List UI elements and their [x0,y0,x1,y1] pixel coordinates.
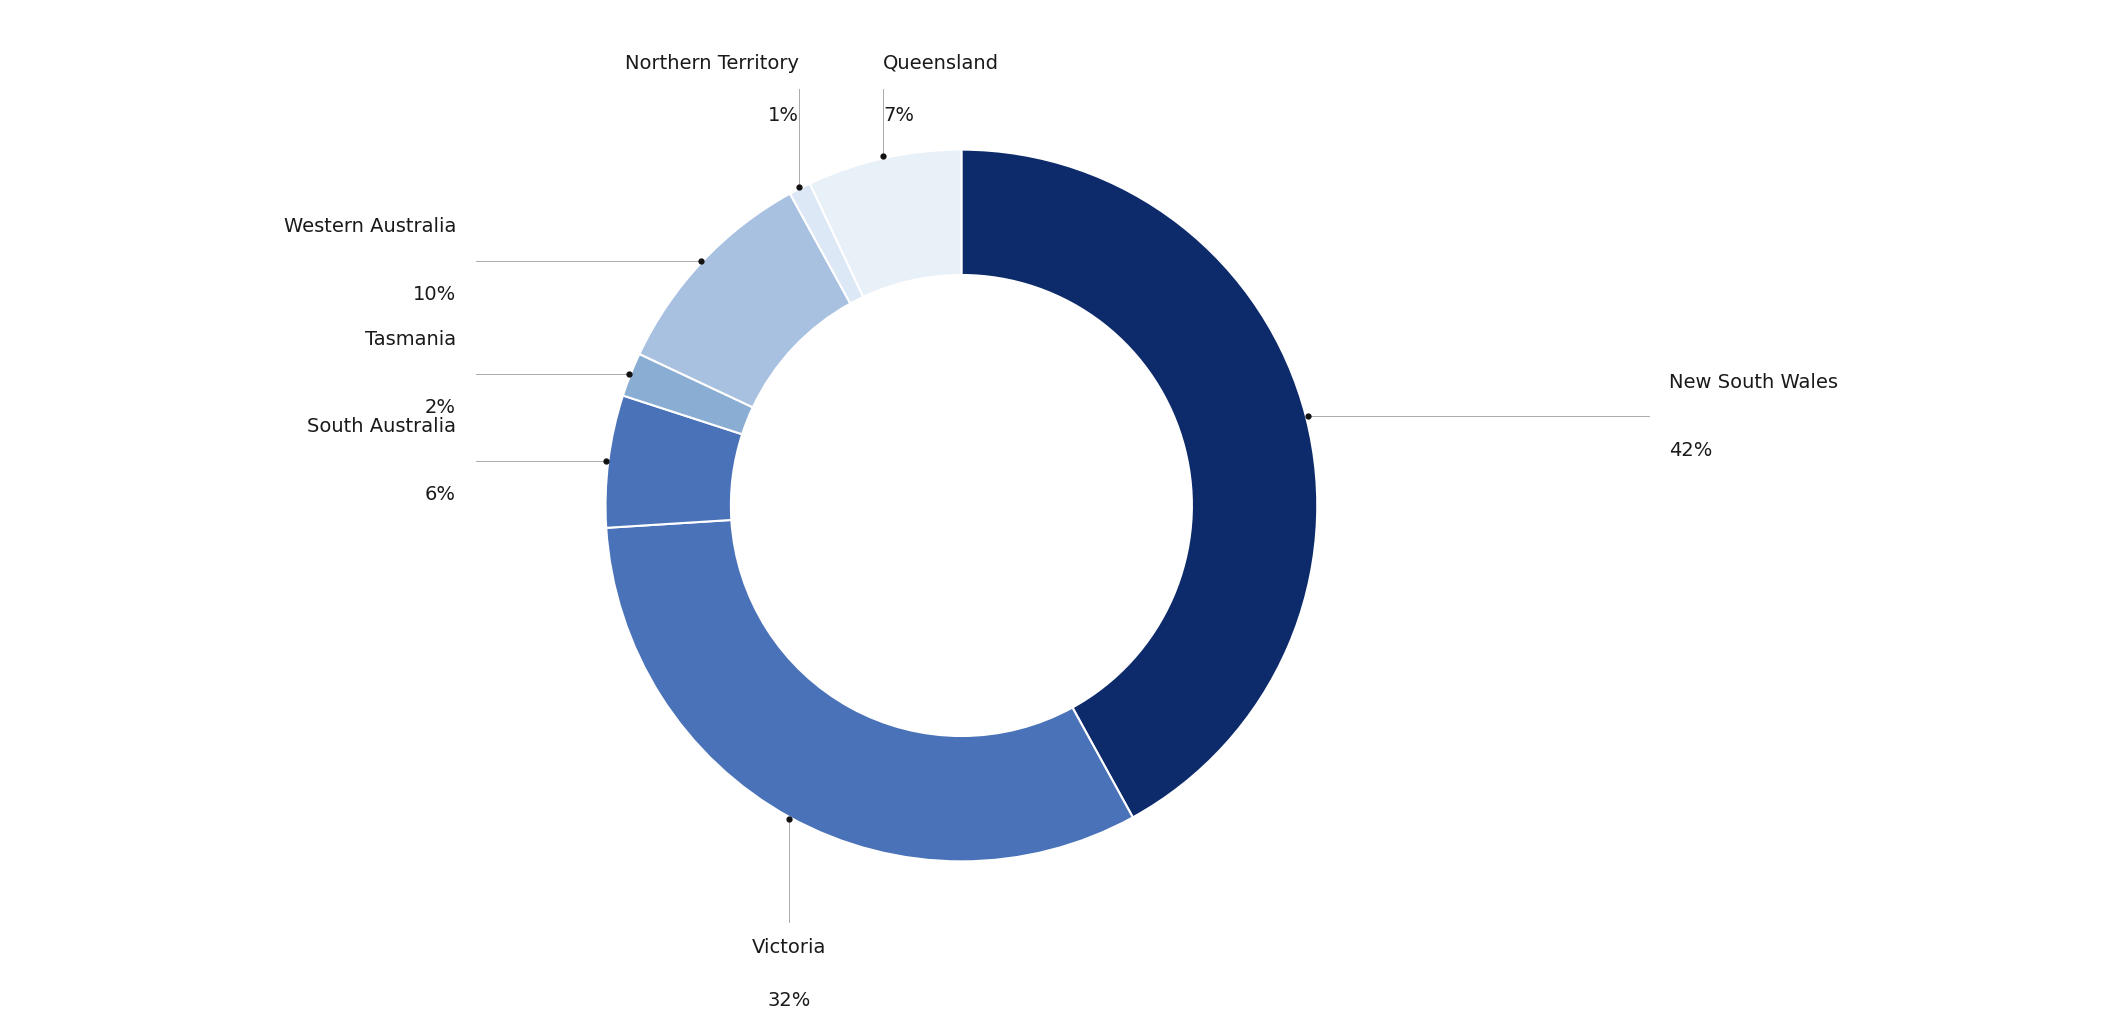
Text: 1%: 1% [767,106,799,125]
Text: Western Australia: Western Australia [283,217,457,237]
Text: 32%: 32% [767,991,810,1010]
Text: Queensland: Queensland [884,54,999,73]
Wedge shape [810,150,960,297]
Wedge shape [790,184,863,303]
Wedge shape [960,150,1318,817]
Wedge shape [623,354,752,435]
Text: Tasmania: Tasmania [365,331,457,350]
Text: South Australia: South Australia [306,418,457,437]
Text: 6%: 6% [425,485,457,503]
Wedge shape [606,520,1133,861]
Text: 42%: 42% [1668,441,1713,460]
Text: 10%: 10% [412,285,457,303]
Wedge shape [640,194,850,407]
Text: Northern Territory: Northern Territory [625,54,799,73]
Wedge shape [606,395,742,528]
Text: 2%: 2% [425,398,457,417]
Text: New South Wales: New South Wales [1668,373,1838,392]
Text: Victoria: Victoria [752,938,827,957]
Text: 7%: 7% [884,106,914,125]
